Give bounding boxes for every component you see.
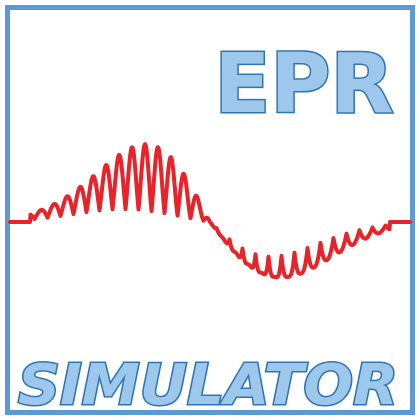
logo-title: EPR [214, 37, 393, 132]
logo-subtitle: SIMULATOR [18, 353, 398, 418]
logo-frame [5, 5, 415, 415]
epr-spectrum-waveform-icon [8, 142, 412, 280]
